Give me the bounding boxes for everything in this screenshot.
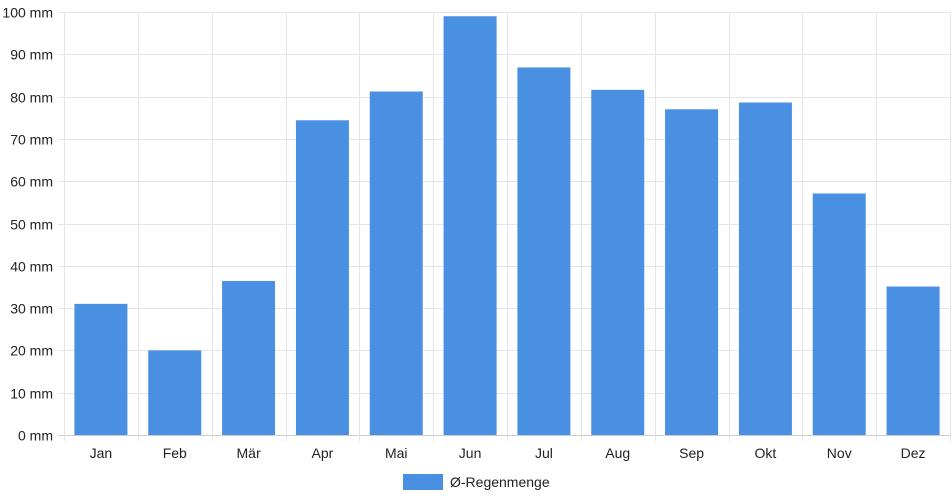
x-tick-label: Mai [385,445,408,461]
bars [74,16,940,436]
y-tick-label: 80 mm [10,90,53,106]
x-tick-label: Jun [459,445,482,461]
x-tick-label: Aug [605,445,630,461]
bar-apr[interactable] [295,120,349,436]
bar-jun[interactable] [443,16,497,435]
bar-nov[interactable] [812,193,866,435]
bar-jan[interactable] [74,303,128,435]
x-axis-ticks: Jan Feb Mär Apr Mai Jun Jul Aug Sep Okt Nov Dez [90,445,926,461]
y-tick-label: 90 mm [10,47,53,63]
x-tick-label: Apr [312,445,334,461]
bar-sep[interactable] [665,109,719,435]
y-tick-label: 50 mm [10,217,53,233]
y-tick-label: 100 mm [2,5,53,21]
y-tick-label: 70 mm [10,132,53,148]
legend[interactable]: Ø-Regenmenge [403,474,550,490]
x-tick-label: Sep [679,445,704,461]
x-tick-label: Jul [535,445,553,461]
bar-feb[interactable] [148,350,202,435]
x-tick-label: Dez [901,445,926,461]
grid-lines [58,12,951,441]
bar-mär[interactable] [222,281,276,435]
y-tick-label: 0 mm [18,428,53,444]
x-tick-label: Feb [163,445,187,461]
y-tick-label: 60 mm [10,174,53,190]
x-tick-label: Jan [90,445,113,461]
legend-swatch[interactable] [403,474,443,490]
bar-dez[interactable] [886,286,940,435]
x-tick-label: Okt [755,445,777,461]
y-tick-label: 10 mm [10,386,53,402]
y-tick-label: 30 mm [10,301,53,317]
y-tick-label: 40 mm [10,259,53,275]
y-tick-label: 20 mm [10,343,53,359]
bar-aug[interactable] [591,89,645,435]
x-tick-label: Nov [827,445,852,461]
y-axis-ticks: 0 mm 10 mm 20 mm 30 mm 40 mm 50 mm 60 mm 70 mm 8… [2,5,53,444]
legend-label[interactable]: Ø-Regenmenge [450,474,550,490]
bar-mai[interactable] [369,91,423,436]
bar-okt[interactable] [738,102,792,435]
bar-jul[interactable] [517,67,571,436]
x-tick-label: Mär [237,445,261,461]
